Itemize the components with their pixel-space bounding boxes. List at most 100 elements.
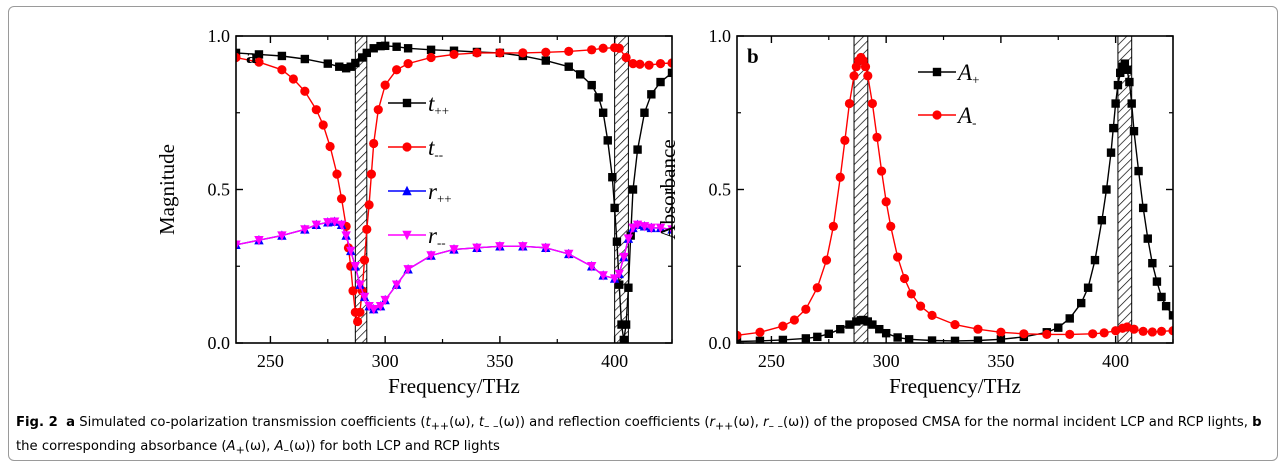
data-point	[1129, 324, 1139, 334]
data-point	[336, 194, 347, 204]
series-group	[236, 41, 672, 343]
caption-subscript: – –	[484, 419, 499, 433]
caption-symbol: t	[425, 415, 431, 430]
caption-text: the corresponding absorbance (	[16, 438, 227, 454]
data-point	[351, 58, 360, 68]
series-line	[737, 56, 1173, 336]
data-point	[904, 335, 914, 343]
data-point	[840, 135, 850, 145]
legend-marker	[932, 110, 942, 120]
caption-text: (ω),	[244, 438, 275, 454]
data-point	[906, 289, 917, 299]
caption-subscript: +	[235, 443, 245, 457]
data-point	[789, 315, 799, 325]
data-point	[1113, 80, 1123, 90]
caption-text: (ω)) and reflection coefficients (	[498, 415, 710, 430]
data-point	[835, 172, 845, 182]
data-point	[1168, 311, 1173, 320]
legend-label: r--	[428, 223, 446, 250]
data-point	[628, 185, 638, 194]
data-point	[323, 59, 332, 68]
data-point	[392, 65, 402, 75]
data-point	[392, 42, 401, 51]
data-point	[254, 235, 264, 246]
data-point	[812, 283, 822, 293]
data-point	[614, 269, 624, 280]
figure-plots: 250 300 350 400 0.0 0.5 1.0 Frequency/THz Magnit…	[155, 26, 1174, 398]
data-point	[449, 245, 459, 255]
data-point	[576, 70, 585, 79]
data-point	[875, 324, 884, 334]
data-point	[1106, 148, 1116, 157]
data-point	[608, 173, 617, 182]
data-point	[355, 307, 365, 317]
data-point	[369, 44, 378, 53]
legend-label: A-	[956, 103, 976, 130]
data-point	[373, 105, 383, 115]
caption-symbol: r	[763, 415, 769, 430]
data-point	[323, 218, 333, 228]
data-point	[1152, 277, 1162, 286]
data-point	[376, 41, 385, 51]
data-point	[644, 60, 654, 70]
data-point	[639, 222, 650, 232]
data-point	[821, 255, 832, 265]
data-point	[828, 221, 838, 231]
data-point	[518, 242, 528, 252]
caption-text: (ω),	[733, 415, 764, 430]
data-point	[621, 320, 631, 329]
legend-label: t++	[428, 91, 449, 118]
legend-label: t--	[428, 135, 443, 162]
chart-panel-a: 250 300 350 400 0.0 0.5 1.0 Frequency/THz Magnit…	[155, 26, 673, 398]
data-point	[667, 68, 672, 78]
data-point	[362, 48, 371, 58]
data-point	[325, 141, 335, 152]
data-point	[300, 225, 310, 235]
data-point	[403, 44, 413, 53]
caption-panel-a: a	[66, 415, 76, 430]
series-line	[236, 220, 672, 310]
legend: A+ A-	[918, 60, 979, 130]
x-tick-label: 300	[372, 351, 399, 371]
x-tick-label: 400	[601, 351, 628, 371]
caption-text: (ω)) of the proposed CMSA for the normal…	[783, 415, 1253, 430]
data-point	[1168, 326, 1173, 336]
x-tick-label: 350	[987, 351, 1014, 371]
data-point	[1120, 59, 1130, 68]
legend-subscript: -	[972, 115, 976, 130]
data-point	[541, 56, 550, 65]
data-point	[950, 336, 960, 343]
data-point	[1161, 301, 1171, 311]
caption-subscript: ++	[714, 419, 734, 433]
hatched-band	[614, 35, 629, 344]
data-point	[587, 45, 597, 55]
y-axis-title: Absorbance	[656, 139, 680, 239]
figure-caption: Fig. 2 a Simulated co-polarization trans…	[16, 413, 1271, 460]
data-point	[1083, 283, 1093, 292]
data-point	[737, 337, 742, 343]
data-point	[350, 262, 361, 272]
series-group	[737, 52, 1173, 343]
data-point	[277, 231, 287, 241]
data-point	[1054, 323, 1063, 332]
data-point	[364, 301, 374, 312]
data-point	[801, 334, 811, 343]
data-point	[587, 80, 596, 90]
caption-symbol: r	[709, 415, 715, 430]
legend-marker	[932, 67, 942, 77]
data-point	[893, 252, 903, 262]
data-point	[336, 220, 347, 231]
data-point	[1088, 329, 1098, 339]
caption-text: Simulated co-polarization transmission c…	[75, 415, 426, 430]
hatched-band	[853, 35, 869, 344]
data-point	[449, 49, 459, 60]
data-point	[737, 330, 742, 340]
data-point	[973, 336, 983, 343]
data-point	[380, 41, 390, 51]
data-point	[603, 136, 612, 145]
x-tick-label: 350	[486, 351, 513, 371]
data-point	[640, 108, 649, 117]
data-point	[1065, 329, 1075, 340]
data-point	[594, 93, 603, 102]
data-point	[518, 48, 528, 58]
